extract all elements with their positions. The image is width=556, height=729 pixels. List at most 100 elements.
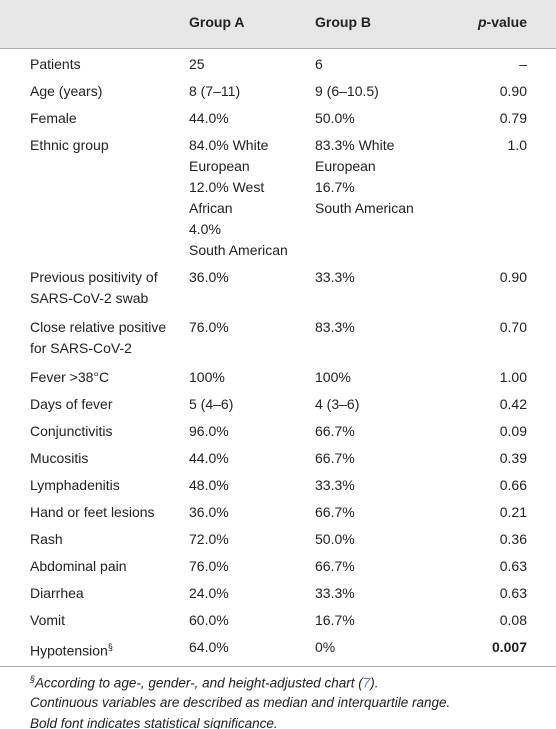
cell-line: Previous positivity of <box>30 269 158 285</box>
cell-line: 16.7% <box>315 612 355 628</box>
group-b-cell: 66.7% <box>315 421 355 442</box>
group-a-cell: 25 <box>189 54 205 75</box>
cell-line: 66.7% <box>315 450 355 466</box>
cell-line: European <box>189 158 250 174</box>
p-value-cell: 0.09 <box>499 423 527 439</box>
cell-line: 36.0% <box>189 269 229 285</box>
footnote: §According to age-, gender-, and height-… <box>30 674 379 691</box>
cell-line: Mucositis <box>30 450 89 466</box>
p-value-cell: 1.00 <box>499 369 527 385</box>
p-value-cell: 0.90 <box>499 269 527 285</box>
cell-line: 83.3% White <box>315 137 395 153</box>
group-b-cell: 33.3% <box>315 583 355 604</box>
cell-line: 4.0% <box>189 221 221 237</box>
row-label: Lymphadenitis <box>30 475 120 496</box>
row-label: Close relative positive for SARS-CoV-2 <box>30 317 166 359</box>
p-value-cell: 0.79 <box>499 110 527 126</box>
group-a-cell: 76.0% <box>189 317 229 338</box>
footnote-text: ). <box>370 675 379 691</box>
cell-line: 33.3% <box>315 477 355 493</box>
group-a-cell: 64.0% <box>189 637 229 658</box>
group-b-cell: 6 <box>315 54 323 75</box>
cell-line: Close relative positive <box>30 319 167 335</box>
cell-line: 100% <box>315 369 351 385</box>
cell-line: 64.0% <box>189 639 229 655</box>
group-a-cell: 5 (4–6) <box>189 394 233 415</box>
cell-line: SARS-CoV-2 swab <box>30 290 149 306</box>
cell-line: Hand or feet lesions <box>30 504 155 520</box>
cell-line: Hypotension§ <box>30 642 113 659</box>
cell-line: 84.0% White <box>189 137 269 153</box>
group-a-cell: 84.0% White European 12.0% West African 4.0%… <box>189 135 288 261</box>
group-a-cell: 48.0% <box>189 475 229 496</box>
column-header: p-value <box>478 14 527 30</box>
group-b-cell: 16.7% <box>315 610 355 631</box>
row-label: Age (years) <box>30 81 102 102</box>
cell-line: Abdominal pain <box>30 558 127 574</box>
cell-line: South American <box>315 200 414 216</box>
cell-line: 0% <box>315 639 336 655</box>
group-b-cell: 9 (6–10.5) <box>315 81 379 102</box>
header-row: Group A Group B p-value <box>0 0 556 49</box>
group-a-cell: 24.0% <box>189 583 229 604</box>
cell-line: 66.7% <box>315 558 355 574</box>
p-value-cell: 0.21 <box>499 504 527 520</box>
cell-line: 96.0% <box>189 423 229 439</box>
footnote-text: Continuous variables are described as me… <box>30 695 451 710</box>
cell-line: 50.0% <box>315 531 355 547</box>
row-label: Hypotension§ <box>30 637 113 662</box>
group-b-cell: 33.3% <box>315 475 355 496</box>
cell-line: 24.0% <box>189 585 229 601</box>
p-value-cell: 1.0 <box>507 137 527 153</box>
group-a-cell: 72.0% <box>189 529 229 550</box>
p-value-cell: – <box>519 56 527 72</box>
p-value-cell: 0.42 <box>499 396 527 412</box>
group-b-cell: 66.7% <box>315 502 355 523</box>
row-label: Previous positivity of SARS-CoV-2 swab <box>30 267 158 309</box>
cell-line: European <box>315 158 376 174</box>
group-b-cell: 0% <box>315 637 335 658</box>
group-b-cell: 50.0% <box>315 529 355 550</box>
table-bottom-rule <box>0 666 556 667</box>
p-value-cell: 0.90 <box>499 83 527 99</box>
cell-line: Days of fever <box>30 396 113 412</box>
cell-line: Fever >38°C <box>30 369 110 385</box>
cell-line: 72.0% <box>189 531 229 547</box>
cell-line: 33.3% <box>315 269 355 285</box>
row-label: Patients <box>30 54 81 75</box>
footnote-text: According to age-, gender-, and height-a… <box>35 675 363 691</box>
cell-line: 5 (4–6) <box>189 396 234 412</box>
cell-line: 8 (7–11) <box>189 83 241 99</box>
cell-line: Female <box>30 110 77 126</box>
cell-line: 44.0% <box>189 110 229 126</box>
group-b-cell: 66.7% <box>315 556 355 577</box>
group-b-cell: 50.0% <box>315 108 355 129</box>
p-value-cell: 0.63 <box>499 585 527 601</box>
group-a-cell: 44.0% <box>189 448 229 469</box>
cell-line: Lymphadenitis <box>30 477 120 493</box>
row-label: Mucositis <box>30 448 88 469</box>
cell-line: Conjunctivitis <box>30 423 113 439</box>
group-b-cell: 83.3% White European 16.7% South American <box>315 135 414 219</box>
p-value-cell: 0.007 <box>491 639 527 655</box>
cell-line: South American <box>189 242 288 258</box>
note-mark: § <box>107 642 113 652</box>
group-a-cell: 36.0% <box>189 267 229 288</box>
column-header: Group A <box>189 14 245 30</box>
row-label: Ethnic group <box>30 135 109 156</box>
cell-line: African <box>189 200 233 216</box>
cell-line: Ethnic group <box>30 137 109 153</box>
row-label: Rash <box>30 529 63 550</box>
row-label: Hand or feet lesions <box>30 502 155 523</box>
cell-line: for SARS-CoV-2 <box>30 340 132 356</box>
cell-line: 60.0% <box>189 612 229 628</box>
group-b-cell: 83.3% <box>315 317 355 338</box>
cell-line: 66.7% <box>315 504 355 520</box>
p-value-cell: 0.70 <box>499 319 527 335</box>
cell-line: 16.7% <box>315 179 355 195</box>
group-b-cell: 33.3% <box>315 267 355 288</box>
cell-line: 25 <box>189 56 205 72</box>
cell-line: 33.3% <box>315 585 355 601</box>
row-label: Vomit <box>30 610 65 631</box>
